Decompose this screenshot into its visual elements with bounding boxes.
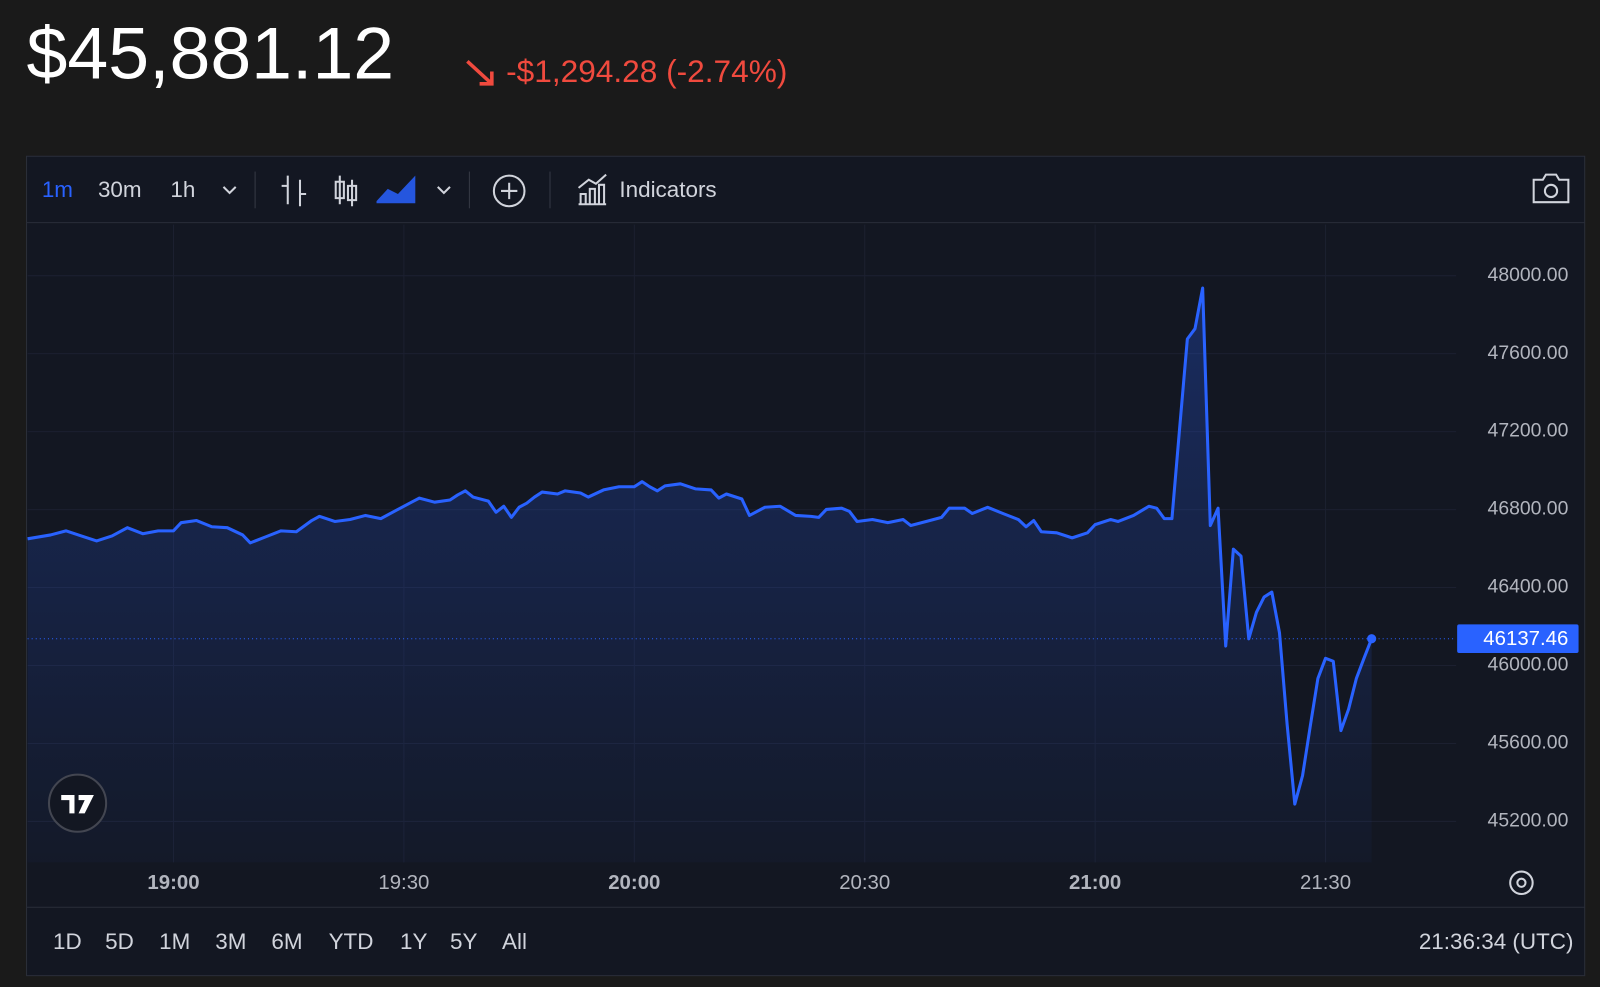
x-tick-label: 21:00	[1069, 872, 1121, 894]
plot: 45200.00 45600.00 46000.00 46400.00 46800.00…	[27, 224, 1579, 894]
price-change: -$1,294.28 (-2.74%)	[506, 53, 787, 89]
tv-logo[interactable]	[47, 773, 108, 833]
compare-icon[interactable]	[492, 174, 526, 208]
y-tick-label: 47600.00	[1488, 342, 1569, 364]
interval-dropdown[interactable]	[222, 186, 237, 195]
range-button[interactable]: YTD	[329, 929, 374, 954]
y-tick-label: 45600.00	[1488, 732, 1569, 754]
interval-button[interactable]: 1h	[170, 177, 195, 202]
y-tick-label: 46800.00	[1488, 498, 1569, 520]
price: $45,881.12	[27, 12, 395, 95]
down-arrow	[466, 60, 494, 86]
candles-icon[interactable]	[334, 175, 358, 207]
area-icon[interactable]	[376, 175, 416, 204]
price-line	[27, 286, 1374, 806]
tv-logo-mark	[61, 795, 94, 814]
indicators-button[interactable]: Indicators	[619, 177, 716, 202]
last-price-tag	[1457, 624, 1579, 654]
range-button[interactable]: 1M	[159, 929, 190, 954]
indicators-icon[interactable]	[577, 173, 607, 206]
x-tick-label: 21:30	[1300, 872, 1351, 894]
settings-icon[interactable]	[1509, 870, 1534, 896]
bars-icon[interactable]	[281, 175, 307, 207]
settings-core	[1516, 877, 1527, 888]
range-button[interactable]: 6M	[271, 929, 302, 954]
y-tick-label: 46000.00	[1488, 654, 1569, 676]
chart-type-dropdown[interactable]	[437, 186, 451, 195]
x-tick-label: 20:00	[608, 872, 660, 894]
x-tick-label: 20:30	[839, 872, 890, 894]
last-point	[1367, 634, 1377, 644]
area-fill	[27, 287, 1372, 863]
range-button[interactable]: 5Y	[450, 929, 477, 954]
interval-button[interactable]: 1m	[42, 177, 73, 202]
range-button[interactable]: All	[502, 929, 527, 954]
range-button[interactable]: 1D	[53, 929, 82, 954]
camera-lens	[1543, 183, 1559, 199]
compare-plus	[501, 182, 518, 200]
clock: 21:36:34 (UTC)	[1419, 929, 1574, 954]
screenshot-icon[interactable]	[1532, 173, 1570, 204]
range-button[interactable]: 1Y	[400, 929, 427, 954]
x-tick-label: 19:30	[378, 872, 429, 894]
range-button[interactable]: 3M	[215, 929, 246, 954]
y-tick-label: 45200.00	[1488, 810, 1569, 832]
range-button[interactable]: 5D	[105, 929, 134, 954]
interval-button[interactable]: 30m	[98, 177, 142, 202]
x-tick-label: 19:00	[147, 872, 199, 894]
y-tick-label: 46400.00	[1488, 576, 1569, 598]
y-tick-label: 48000.00	[1488, 264, 1569, 286]
y-tick-label: 47200.00	[1488, 420, 1569, 442]
last-price-label: 46137.46	[1483, 628, 1568, 650]
